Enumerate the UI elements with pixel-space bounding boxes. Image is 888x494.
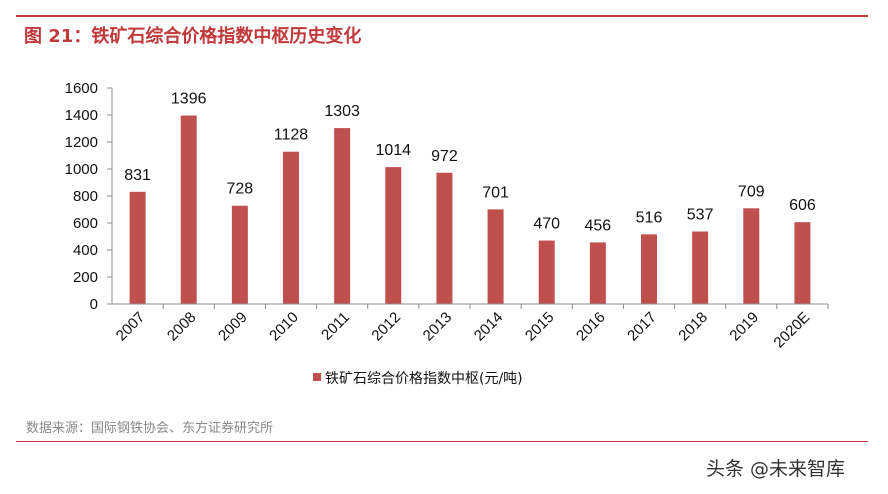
x-tick-label-2015: 2015 [522, 309, 558, 345]
x-tick-label-2010: 2010 [266, 309, 302, 345]
bar-2007 [129, 191, 146, 304]
x-tick-label-2017: 2017 [624, 309, 660, 345]
data-label-2011: 1303 [324, 103, 360, 120]
legend-swatch [313, 373, 321, 381]
data-label-2017: 516 [636, 209, 663, 226]
title-rule [16, 15, 868, 17]
figure-title: 图 21：铁矿石综合价格指数中枢历史变化 [24, 26, 362, 47]
data-label-2013: 972 [431, 148, 458, 165]
y-tick-label: 800 [73, 188, 98, 205]
y-tick-label: 600 [73, 215, 98, 232]
data-label-2008: 1396 [171, 91, 207, 108]
source-note: 数据来源：国际钢铁协会、东方证券研究所 [26, 421, 274, 436]
data-label-2019: 709 [738, 183, 765, 200]
bar-2009 [231, 205, 248, 304]
x-tick-label-2020E: 2020E [771, 309, 814, 352]
legend-label: 铁矿石综合价格指数中枢(元/吨) [325, 371, 523, 387]
y-tick-label: 1000 [65, 161, 98, 178]
data-label-2012: 1014 [375, 142, 411, 159]
data-label-2016: 456 [585, 217, 612, 234]
y-tick-label: 400 [73, 242, 98, 259]
bar-2014 [487, 209, 504, 304]
y-tick-label: 1200 [65, 134, 98, 151]
bar-2016 [589, 242, 606, 304]
data-label-2020E: 606 [789, 197, 816, 214]
legend: 铁矿石综合价格指数中枢(元/吨) [313, 371, 523, 387]
x-tick-label-2018: 2018 [675, 309, 711, 345]
x-tick-label-2019: 2019 [726, 309, 762, 345]
x-tick-label-2011: 2011 [318, 309, 353, 344]
footer-rule [16, 441, 868, 442]
bar-2012 [385, 167, 402, 304]
x-tick-label-2016: 2016 [573, 309, 609, 345]
y-tick-label: 200 [73, 269, 98, 286]
watermark-text: 头条 @未来智库 [706, 458, 846, 480]
y-tick-label: 1600 [65, 80, 98, 97]
bar-2015 [538, 240, 555, 304]
data-label-2018: 537 [687, 207, 714, 224]
bar-2013 [436, 172, 453, 304]
x-tick-label-2008: 2008 [164, 309, 200, 345]
x-tick-label-2013: 2013 [420, 309, 456, 345]
data-labels: 831 1396 728 1128 1303 1014 972 701 470 456 516 537… [124, 91, 816, 235]
bar-chart: 0 200 400 600 800 1000 1200 1400 1600 831 1396 728… [65, 80, 829, 387]
y-axis: 0 200 400 600 800 1000 1200 1400 1600 [65, 80, 113, 313]
data-label-2010: 1128 [274, 127, 309, 144]
data-label-2014: 701 [482, 184, 509, 201]
x-tick-label-2014: 2014 [471, 309, 507, 345]
x-axis: 2007 2008 2009 2010 2011 2012 2013 2014 2015 2016… [112, 303, 829, 352]
bar-2019 [743, 208, 760, 304]
bar-series [129, 115, 811, 304]
bar-2008 [180, 115, 197, 304]
x-tick-label-2007: 2007 [113, 309, 149, 345]
data-label-2015: 470 [533, 216, 560, 233]
x-tick-label-2012: 2012 [368, 309, 404, 345]
bar-2020E [794, 222, 811, 304]
x-tick-label-2009: 2009 [215, 309, 251, 345]
data-label-2009: 728 [227, 181, 254, 198]
bar-2011 [334, 128, 351, 304]
data-label-2007: 831 [124, 167, 151, 184]
bar-2018 [692, 231, 709, 304]
bar-2010 [283, 151, 299, 304]
bar-2017 [641, 234, 657, 304]
y-tick-label: 0 [90, 296, 98, 313]
y-tick-label: 1400 [65, 107, 98, 124]
